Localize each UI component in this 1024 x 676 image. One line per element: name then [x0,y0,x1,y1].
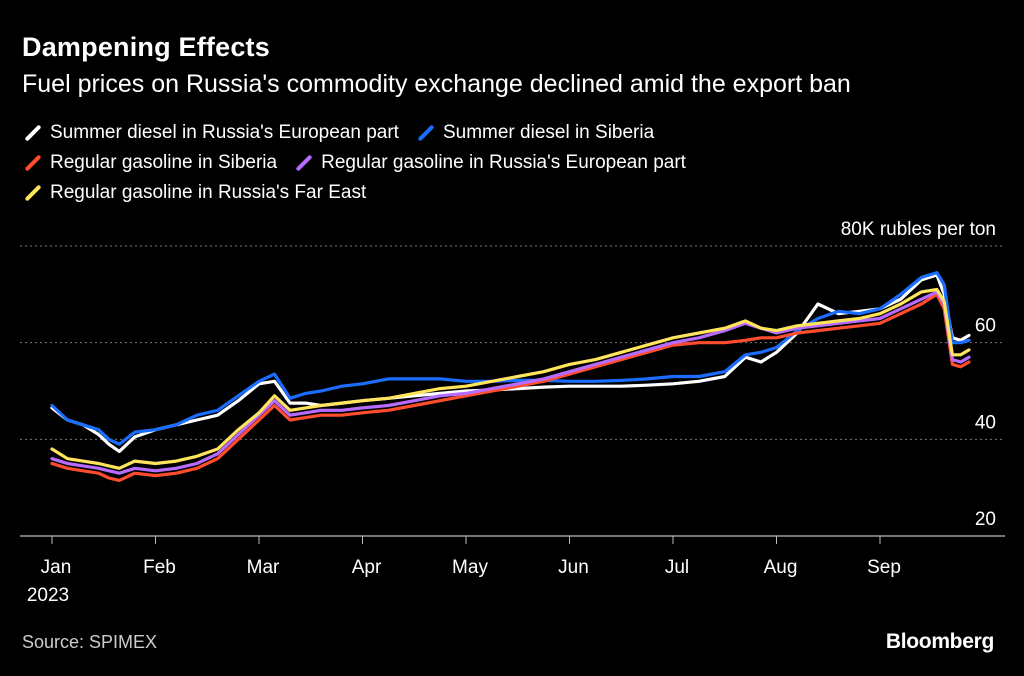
legend-item-gasoline-siberia: Regular gasoline in Siberia [22,152,277,174]
series-line-summer-diesel-in-russia-s-european-part [50,273,971,453]
legend-row-2: Regular gasoline in Siberia Regular gaso… [22,148,1012,178]
x-axis: Jan 2023 Feb Mar Apr May Jun Jul Aug Sep [27,536,901,606]
x-tick-label: Feb [143,557,176,578]
x-tick-label: Jul [665,557,689,578]
legend-label: Regular gasoline in Siberia [50,152,278,173]
legend-item-diesel-siberia: Summer diesel in Siberia [415,122,654,144]
bloomberg-logo: Bloomberg [885,630,994,653]
gridlines [20,245,1005,537]
y-tick-label: 20 [975,509,996,530]
series-lines [50,271,971,482]
x-tick-label: May [452,557,488,578]
y-tick-label: 60 [975,316,996,337]
legend-row-1: Summer diesel in Russia's European part … [22,118,1012,148]
series-line-regular-gasoline-in-russia-s-european-part [50,290,971,475]
series-line-regular-gasoline-in-siberia [50,292,971,482]
legend-item-gasoline-european: Regular gasoline in Russia's European pa… [293,152,686,174]
legend-item-gasoline-far-east: Regular gasoline in Russia's Far East [22,182,366,204]
y-tick-label: 40 [975,412,996,433]
legend-row-3: Regular gasoline in Russia's Far East [22,178,1012,208]
x-tick-label: Jun [558,557,589,578]
x-tick-sublabel: 2023 [27,585,69,606]
legend-label: Summer diesel in Russia's European part [50,122,399,143]
x-tick-label: Aug [764,557,798,578]
source-note: Source: SPIMEX [22,632,158,652]
y-tick-label: 80K rubles per ton [841,219,996,240]
series-line-regular-gasoline-in-russia-s-far-east [50,287,971,470]
legend-label: Regular gasoline in Russia's Far East [50,182,367,203]
x-tick-label: Mar [247,557,280,578]
legend-label: Summer diesel in Siberia [442,122,655,143]
series-line-summer-diesel-in-siberia [50,271,971,446]
y-axis-ticks: 80K rubles per ton 60 40 20 [841,219,996,530]
legend: Summer diesel in Russia's European part … [22,118,1012,208]
chart-title: Dampening Effects [22,32,270,62]
x-tick-label: Jan [41,557,72,578]
x-tick-label: Sep [867,557,901,578]
x-tick-label: Apr [352,557,382,578]
chart-subtitle: Fuel prices on Russia's commodity exchan… [22,70,851,98]
legend-label: Regular gasoline in Russia's European pa… [321,152,686,173]
legend-item-diesel-european: Summer diesel in Russia's European part [22,122,399,144]
